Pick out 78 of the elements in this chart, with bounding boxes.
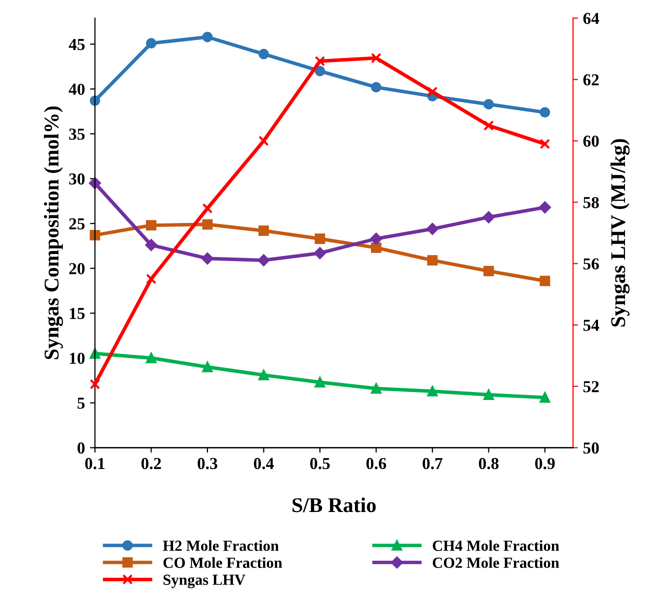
point xyxy=(370,383,382,394)
x-tick-label: 0.4 xyxy=(254,458,274,470)
y2-tick-label: 64 xyxy=(583,12,600,24)
point xyxy=(370,242,382,253)
point xyxy=(314,56,326,66)
point xyxy=(540,138,550,150)
point xyxy=(426,222,438,235)
y-tick-label: 35 xyxy=(69,128,85,140)
point xyxy=(202,32,213,42)
y-tick-label: 10 xyxy=(70,352,85,364)
point xyxy=(258,225,269,236)
legend-label: CH4 Mole Fraction xyxy=(432,540,560,551)
point xyxy=(427,386,438,396)
point xyxy=(427,255,438,266)
point xyxy=(314,66,326,76)
point xyxy=(90,230,100,240)
point xyxy=(314,247,326,260)
point xyxy=(483,390,494,400)
point xyxy=(314,377,326,388)
y2-tick-label: 62 xyxy=(583,74,599,86)
y-tick-label: 25 xyxy=(69,218,85,230)
y2-tick-label: 56 xyxy=(583,258,599,270)
point xyxy=(370,82,382,92)
y-tick-label: 30 xyxy=(69,173,85,185)
legend-label: CO Mole Fraction xyxy=(163,557,282,568)
y-tick-label: 20 xyxy=(69,263,85,274)
point xyxy=(145,239,158,251)
y-axis-title: Syngas Composition (mol%) xyxy=(44,106,64,360)
point xyxy=(427,86,438,97)
point xyxy=(202,219,213,230)
point xyxy=(370,52,382,64)
y2-tick-label: 58 xyxy=(583,196,599,208)
y2-tick-label: 52 xyxy=(583,381,599,392)
legend-label: Syngas LHV xyxy=(164,574,246,588)
point xyxy=(88,177,101,190)
point xyxy=(146,352,156,364)
y2-tick-label: 54 xyxy=(583,320,600,331)
point xyxy=(201,252,214,264)
point xyxy=(482,211,495,224)
y2-tick-label: 60 xyxy=(583,136,599,147)
point xyxy=(202,362,213,372)
y2-axis-title: Syngas LHV (MJ/kg) xyxy=(610,139,630,327)
x-tick-label: 0.7 xyxy=(422,458,442,470)
point xyxy=(258,254,270,266)
point xyxy=(370,232,382,245)
point xyxy=(258,370,269,380)
x-tick-label: 0.8 xyxy=(478,458,499,470)
point xyxy=(538,201,551,214)
y-tick-label: 0 xyxy=(78,442,85,454)
point xyxy=(90,378,100,390)
point xyxy=(146,274,156,284)
point xyxy=(146,220,156,231)
legend-label: CO2 Mole Fraction xyxy=(432,557,560,568)
point xyxy=(258,48,269,60)
x-axis-title: S/B Ratio xyxy=(292,498,376,512)
point xyxy=(483,99,494,110)
y2-tick-label: 50 xyxy=(583,442,599,454)
point xyxy=(258,136,269,146)
x-tick-label: 0.5 xyxy=(310,458,330,470)
legend-label: H2 Mole Fraction xyxy=(162,540,279,551)
x-tick-label: 0.2 xyxy=(141,458,161,470)
x-tick-label: 0.6 xyxy=(366,458,386,470)
point xyxy=(314,234,326,244)
point xyxy=(483,266,494,276)
point xyxy=(540,276,550,286)
y-tick-label: 5 xyxy=(78,398,85,409)
point xyxy=(483,120,494,131)
x-tick-label: 0.3 xyxy=(198,458,218,470)
y-tick-label: 15 xyxy=(70,308,85,320)
x-tick-label: 0.9 xyxy=(535,458,555,470)
y-tick-label: 40 xyxy=(68,84,85,95)
point xyxy=(146,38,156,48)
x-tick-label: 0.1 xyxy=(85,458,105,470)
point xyxy=(540,107,550,118)
point xyxy=(202,203,213,214)
point xyxy=(90,348,100,359)
y-tick-label: 45 xyxy=(68,38,85,50)
point xyxy=(540,392,550,403)
